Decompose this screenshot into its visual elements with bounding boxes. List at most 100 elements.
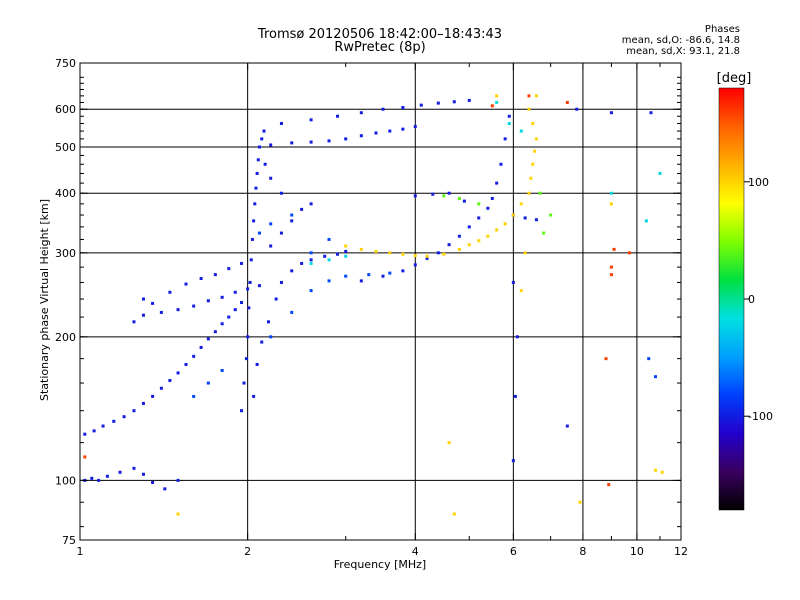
data-point (151, 301, 155, 305)
data-point (327, 279, 331, 283)
colorbar-label: [deg] (717, 71, 752, 86)
data-point (359, 247, 363, 251)
x-tick-label: 10 (630, 545, 644, 558)
data-point (565, 100, 569, 104)
data-point (507, 114, 511, 118)
data-point (538, 191, 542, 195)
data-point (254, 186, 258, 190)
data-point (206, 381, 210, 385)
data-point (256, 158, 260, 162)
data-point (255, 171, 259, 175)
data-point (300, 207, 304, 211)
data-point (344, 137, 348, 141)
data-point (654, 375, 658, 379)
data-point (176, 308, 180, 312)
data-point (122, 415, 126, 419)
data-point (290, 213, 294, 217)
data-point (132, 409, 136, 413)
data-point (644, 219, 648, 223)
data-point (647, 357, 651, 361)
data-point (309, 140, 313, 144)
data-point (527, 107, 531, 111)
data-point (462, 199, 466, 203)
data-point (436, 101, 440, 105)
data-point (529, 176, 533, 180)
y-tick-label: 750 (55, 57, 76, 70)
chart-subtitle: RwPretec (8p) (334, 40, 426, 55)
data-point (511, 280, 515, 284)
data-point (206, 337, 210, 341)
data-point (192, 394, 196, 398)
data-point (654, 468, 658, 472)
data-point (141, 297, 145, 301)
data-point (168, 290, 172, 294)
data-point (534, 137, 538, 141)
data-point (252, 219, 256, 223)
y-tick-label: 75 (62, 534, 76, 547)
colorbar (718, 87, 745, 511)
data-point (534, 94, 538, 98)
colorbar-ticks: 100 0 -100 (744, 176, 773, 423)
data-point (436, 251, 440, 255)
data-point (269, 222, 273, 226)
data-point (467, 225, 471, 229)
x-tick-label: 1 (77, 545, 84, 558)
data-point (344, 249, 348, 253)
data-point (274, 297, 278, 301)
data-point (503, 137, 507, 141)
data-point (486, 234, 490, 238)
data-point (249, 258, 253, 262)
data-point (431, 192, 435, 196)
data-point (309, 118, 313, 122)
data-point (367, 273, 371, 277)
data-point (83, 455, 87, 459)
data-point (447, 191, 451, 195)
data-point (447, 441, 451, 445)
data-point (609, 265, 613, 269)
y-tick-label: 100 (55, 474, 76, 487)
data-point (499, 162, 503, 166)
data-point (607, 483, 611, 487)
data-point (279, 280, 283, 284)
data-point (269, 335, 273, 339)
y-tick-label: 200 (55, 331, 76, 344)
data-point (359, 134, 363, 138)
data-point (344, 254, 348, 258)
data-point (290, 310, 294, 314)
data-point (176, 371, 180, 375)
data-point (184, 362, 188, 366)
data-point (359, 279, 363, 283)
data-point (141, 313, 145, 317)
chart-title: Tromsø 20120506 18:42:00–18:43:43 (257, 27, 503, 42)
data-point (388, 251, 392, 255)
data-point (220, 368, 224, 372)
data-point (151, 480, 155, 484)
data-point (523, 251, 527, 255)
data-point (327, 237, 331, 241)
data-point (609, 191, 613, 195)
data-point (575, 107, 579, 111)
data-point (246, 287, 250, 291)
data-point (176, 478, 180, 482)
data-point (192, 304, 196, 308)
data-point (327, 258, 331, 262)
x-tick-label: 8 (579, 545, 586, 558)
data-point (533, 149, 537, 153)
data-point (531, 122, 535, 126)
data-point (495, 228, 499, 232)
data-point (257, 231, 261, 235)
data-point (269, 176, 273, 180)
data-point (477, 216, 481, 220)
data-point (101, 424, 105, 428)
x-tick-label: 6 (510, 545, 517, 558)
data-point (213, 330, 217, 334)
data-point (486, 206, 490, 210)
data-point (523, 216, 527, 220)
data-point (199, 345, 203, 349)
data-point (309, 258, 313, 262)
data-point (527, 94, 531, 98)
data-point (490, 104, 494, 108)
data-point (527, 191, 531, 195)
data-point (477, 202, 481, 206)
